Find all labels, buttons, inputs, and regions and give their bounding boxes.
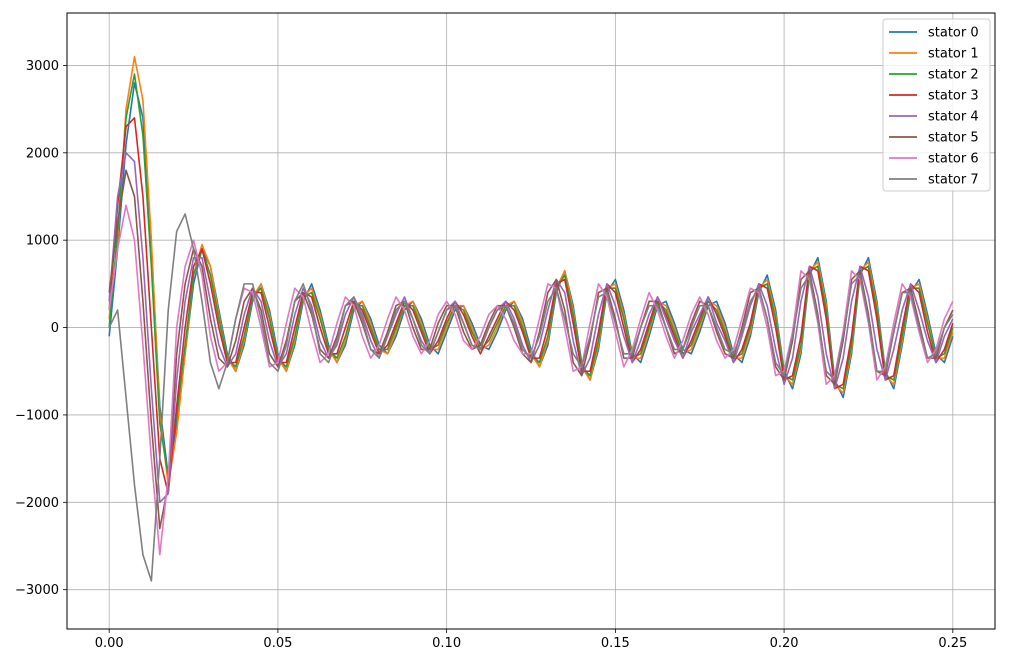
legend-label: stator 0 <box>928 26 979 41</box>
series-stator-5 <box>108 169 954 530</box>
legend-label: stator 7 <box>928 173 979 188</box>
y-tick-label: 3000 <box>26 59 59 74</box>
series-lines <box>108 55 954 582</box>
legend-label: stator 5 <box>928 131 979 146</box>
y-tick-label: 2000 <box>26 146 59 161</box>
x-tick-label: 0.10 <box>432 636 461 651</box>
axis-ticks <box>63 65 954 633</box>
y-tick-label: −3000 <box>15 583 59 598</box>
y-tick-label: −1000 <box>15 408 59 423</box>
legend-label: stator 3 <box>928 89 979 104</box>
y-axis-tick-labels: −3000 −2000 −1000 0 1000 2000 3000 <box>15 59 59 598</box>
y-tick-label: 1000 <box>26 234 59 249</box>
series-line <box>108 204 954 556</box>
legend-label: stator 6 <box>928 152 979 167</box>
x-axis-tick-labels: 0.00 0.05 0.10 0.15 0.20 0.25 <box>95 636 968 651</box>
series-stator-6 <box>108 204 954 556</box>
series-stator-7 <box>108 213 954 582</box>
y-tick-label: −2000 <box>15 496 59 511</box>
legend-label: stator 4 <box>928 110 979 125</box>
series-line <box>108 213 954 582</box>
x-tick-label: 0.25 <box>938 636 967 651</box>
x-tick-label: 0.00 <box>95 636 124 651</box>
series-line <box>108 169 954 530</box>
y-tick-label: 0 <box>51 321 59 336</box>
legend-label: stator 1 <box>928 47 979 62</box>
x-tick-label: 0.05 <box>263 636 292 651</box>
legend-label: stator 2 <box>928 68 979 83</box>
x-tick-label: 0.20 <box>770 636 799 651</box>
legend-box <box>882 18 991 192</box>
legend: stator 0 stator 1 stator 2 stator 3 stator 4… <box>882 18 991 192</box>
plot-frame <box>66 12 996 630</box>
x-tick-label: 0.15 <box>601 636 630 651</box>
